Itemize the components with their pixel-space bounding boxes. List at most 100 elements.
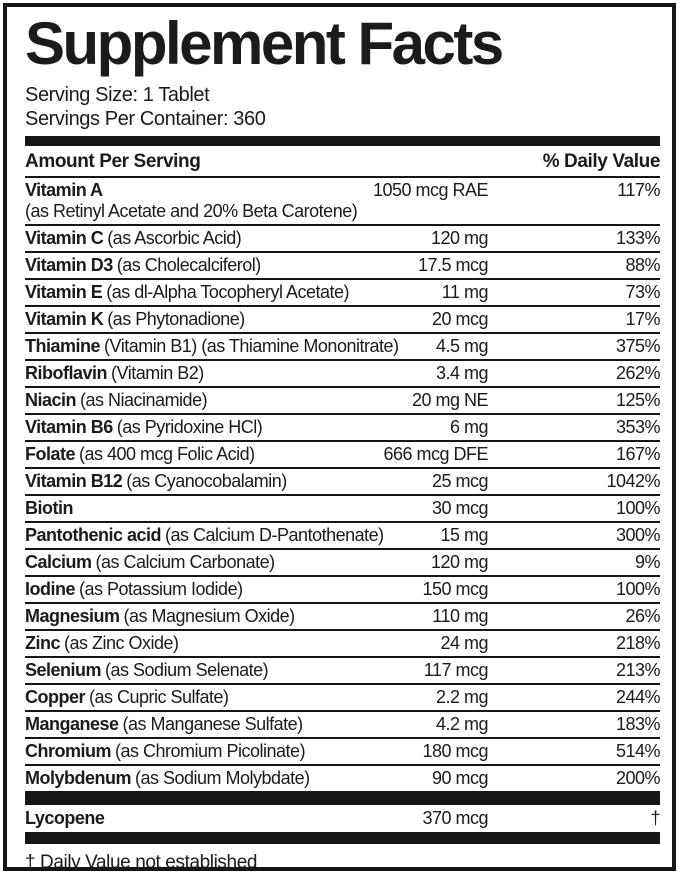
percent-daily-value-header: % Daily Value (542, 151, 661, 173)
nutrient-row: Molybdenum (as Sodium Molybdate) 90 mcg 2… (25, 766, 661, 794)
nutrient-detail: (as Cholecalciferol) (116, 255, 262, 276)
nutrient-daily-value: 167% (615, 444, 661, 465)
nutrient-daily-value: 375% (615, 336, 661, 357)
nutrient-row-line: Lycopene 370 mcg † (25, 808, 661, 829)
nutrient-row: Vitamin A 1050 mcg RAE 117% (as Retinyl … (25, 178, 661, 227)
nutrient-row: Iodine (as Potassium Iodide) 150 mcg 100% (25, 577, 661, 605)
nutrient-row: Magnesium (as Magnesium Oxide) 110 mg 26% (25, 604, 661, 632)
amount-per-serving-header: Amount Per Serving (25, 151, 201, 173)
nutrient-name: Magnesium (as Magnesium Oxide) (25, 606, 296, 627)
nutrient-detail: (as Zinc Oxide) (64, 633, 179, 654)
nutrient-amount: 4.5 mg (435, 336, 489, 357)
nutrient-row-line: Selenium (as Sodium Selenate) 117 mcg 213… (25, 660, 661, 681)
nutrient-row: Biotin 30 mcg 100% (25, 496, 661, 524)
nutrient-row-line: Molybdenum (as Sodium Molybdate) 90 mcg 2… (25, 768, 661, 789)
nutrient-amount: 17.5 mcg (417, 255, 489, 276)
nutrient-name: Thiamine (Vitamin B1) (as Thiamine Mononi… (25, 336, 399, 357)
nutrient-row-line: Vitamin B6 (as Pyridoxine HCl) 6 mg 353% (25, 417, 661, 438)
nutrient-row-line: Biotin 30 mcg 100% (25, 498, 661, 519)
nutrient-name: Vitamin D3 (as Cholecalciferol) (25, 255, 262, 276)
nutrient-row: Selenium (as Sodium Selenate) 117 mcg 213… (25, 658, 661, 686)
nutrient-row: Lycopene 370 mcg † (25, 805, 661, 832)
nutrient-row-line: Folate (as 400 mcg Folic Acid) 666 mcg DF… (25, 444, 661, 465)
nutrient-row: Riboflavin (Vitamin B2) 3.4 mg 262% (25, 361, 661, 389)
nutrient-row-line: Thiamine (Vitamin B1) (as Thiamine Mononi… (25, 336, 661, 357)
nutrient-amount: 20 mcg (431, 309, 489, 330)
nutrient-name: Copper (as Cupric Sulfate) (25, 687, 229, 708)
nutrient-row-line: Vitamin B12 (as Cyanocobalamin) 25 mcg 10… (25, 471, 661, 492)
nutrient-name: Vitamin K (as Phytonadione) (25, 309, 245, 330)
nutrient-daily-value: 133% (615, 228, 661, 249)
nutrient-amount: 110 mg (432, 606, 488, 627)
nutrient-row-line: Vitamin E (as dl-Alpha Tocopheryl Acetate… (25, 282, 661, 303)
nutrient-amount: 150 mcg (422, 579, 488, 600)
nutrient-name: Vitamin A (25, 180, 103, 201)
label-title: Supplement Facts (25, 10, 504, 77)
nutrient-row: Thiamine (Vitamin B1) (as Thiamine Mononi… (25, 334, 661, 362)
nutrient-daily-value: 183% (615, 714, 661, 735)
nutrient-row-line: Vitamin A 1050 mcg RAE 117% (25, 180, 661, 201)
nutrient-name: Zinc (as Zinc Oxide) (25, 633, 179, 654)
nutrient-amount: 11 mg (441, 282, 489, 303)
nutrient-row-line: Niacin (as Niacinamide) 20 mg NE 125% (25, 390, 661, 411)
nutrient-daily-value: 300% (615, 525, 661, 546)
nutrient-daily-value: 117% (617, 180, 660, 201)
nutrient-daily-value: 200% (615, 768, 661, 789)
nutrient-name: Molybdenum (as Sodium Molybdate) (25, 768, 310, 789)
nutrient-detail: (as Chromium Picolinate) (115, 741, 306, 762)
nutrient-detail: (as Phytonadione) (107, 309, 245, 330)
nutrient-daily-value: 26% (625, 606, 660, 627)
nutrient-name: Riboflavin (Vitamin B2) (25, 363, 204, 384)
nutrient-amount: 90 mcg (431, 768, 489, 789)
nutrient-subtext: (as Retinyl Acetate and 20% Beta Caroten… (25, 201, 358, 222)
nutrient-daily-value: 88% (625, 255, 660, 276)
nutrient-row-line: Pantothenic acid (as Calcium D-Pantothena… (25, 525, 661, 546)
nutrient-row-line: Zinc (as Zinc Oxide) 24 mg 218% (25, 633, 661, 654)
nutrient-detail: (as Calcium Carbonate) (95, 552, 276, 573)
nutrient-detail: (as Cyanocobalamin) (126, 471, 287, 492)
nutrient-name: Selenium (as Sodium Selenate) (25, 660, 269, 681)
nutrient-name: Niacin (as Niacinamide) (25, 390, 208, 411)
nutrient-row: Folate (as 400 mcg Folic Acid) 666 mcg DF… (25, 442, 661, 470)
nutrient-daily-value: 9% (634, 552, 661, 573)
page: Supplement Facts Serving Size: 1 Tablet … (0, 3, 679, 877)
nutrient-daily-value: 514% (615, 741, 661, 762)
nutrient-row: Zinc (as Zinc Oxide) 24 mg 218% (25, 631, 661, 659)
nutrient-row: Chromium (as Chromium Picolinate) 180 mcg… (25, 739, 661, 767)
nutrient-daily-value: 213% (615, 660, 661, 681)
nutrient-daily-value: 100% (615, 579, 661, 600)
nutrient-amount: 3.4 mg (435, 363, 489, 384)
nutrient-detail: (as Sodium Molybdate) (135, 768, 310, 789)
nutrient-name: Iodine (as Potassium Iodide) (25, 579, 243, 600)
nutrient-rows: Vitamin A 1050 mcg RAE 117% (as Retinyl … (25, 178, 661, 794)
nutrient-amount: 180 mcg (422, 741, 488, 762)
nutrient-amount: 25 mcg (431, 471, 489, 492)
nutrient-detail: (as Magnesium Oxide) (123, 606, 296, 627)
nutrient-name: Vitamin B6 (as Pyridoxine HCl) (25, 417, 263, 438)
divider-bar-top (25, 136, 660, 147)
nutrient-row-line: Iodine (as Potassium Iodide) 150 mcg 100% (25, 579, 661, 600)
column-header-row: Amount Per Serving % Daily Value (25, 146, 661, 179)
nutrient-detail: (as dl-Alpha Tocopheryl Acetate) (106, 282, 350, 303)
nutrient-row-line: Vitamin C (as Ascorbic Acid) 120 mg 133% (25, 228, 661, 249)
nutrient-row: Vitamin C (as Ascorbic Acid) 120 mg 133% (25, 226, 661, 254)
nutrient-amount: 6 mg (449, 417, 489, 438)
nutrient-amount: 120 mg (430, 228, 489, 249)
nutrient-detail: (Vitamin B2) (111, 363, 204, 384)
nutrient-detail: (as Potassium Iodide) (79, 579, 243, 600)
nutrient-row-line: Copper (as Cupric Sulfate) 2.2 mg 244% (25, 687, 661, 708)
nutrient-detail: (as Sodium Selenate) (105, 660, 269, 681)
nutrient-detail: (Vitamin B1) (as Thiamine Mononitrate) (104, 336, 399, 357)
divider-bar-bottom (25, 832, 660, 845)
nutrient-amount: 4.2 mg (435, 714, 489, 735)
nutrient-row-line: Calcium (as Calcium Carbonate) 120 mg 9% (25, 552, 661, 573)
nutrient-row-line: Riboflavin (Vitamin B2) 3.4 mg 262% (25, 363, 661, 384)
nutrient-daily-value: 353% (615, 417, 661, 438)
nutrient-row-line: Magnesium (as Magnesium Oxide) 110 mg 26% (25, 606, 661, 627)
nutrient-amount: 370 mcg (422, 808, 488, 829)
nutrient-row: Manganese (as Manganese Sulfate) 4.2 mg 1… (25, 712, 661, 740)
nutrient-amount: 15 mg (440, 525, 488, 546)
nutrient-name: Vitamin C (as Ascorbic Acid) (25, 228, 242, 249)
nutrient-row: Vitamin B12 (as Cyanocobalamin) 25 mcg 10… (25, 469, 661, 497)
serving-size: Serving Size: 1 Tablet (25, 84, 210, 107)
